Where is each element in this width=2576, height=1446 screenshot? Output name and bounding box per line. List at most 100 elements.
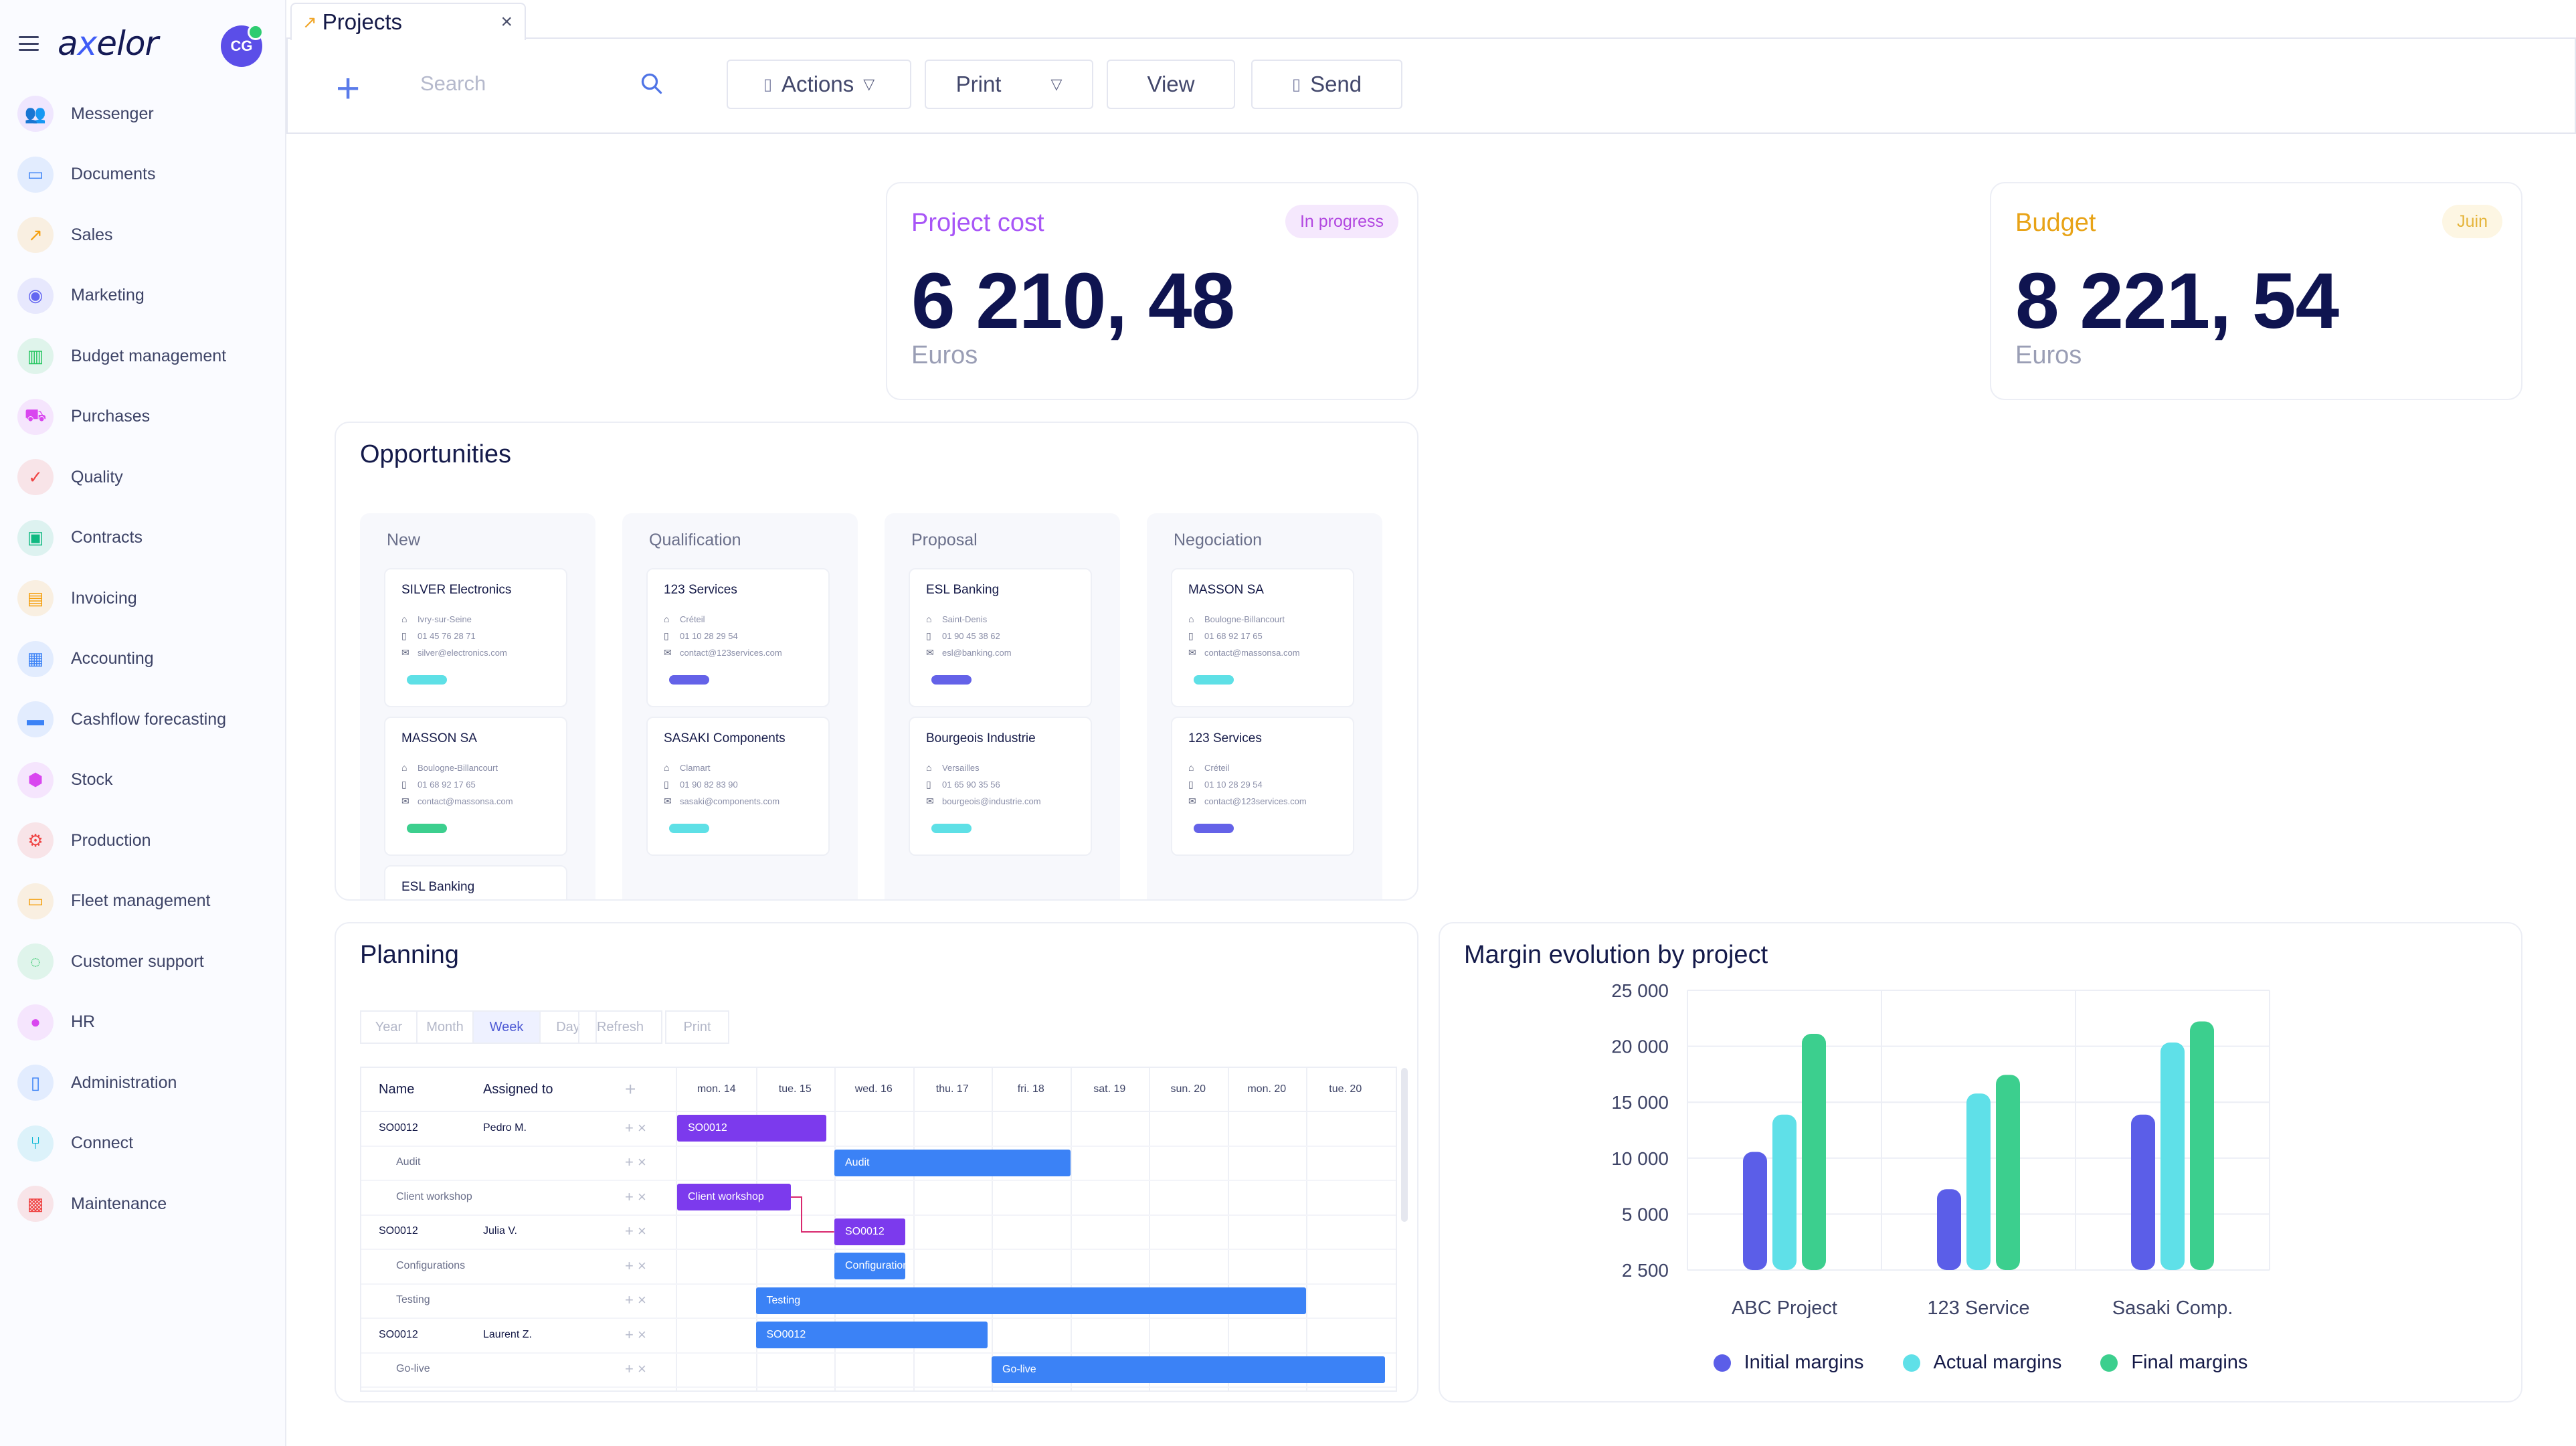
sidebar-item-invoicing[interactable]: ▤ Invoicing: [17, 568, 272, 629]
sidebar-item-quality[interactable]: ✓ Quality: [17, 447, 272, 508]
gantt-bar[interactable]: Testing: [755, 1287, 1306, 1314]
sidebar-item-messenger[interactable]: 👥 Messenger: [17, 84, 272, 145]
remove-icon[interactable]: ×: [637, 1257, 646, 1274]
sidebar-item-hr[interactable]: ● HR: [17, 992, 272, 1053]
search-box[interactable]: Search: [396, 60, 680, 108]
gantt-scrollbar[interactable]: [1401, 1068, 1408, 1222]
gantt-row[interactable]: SO0012 Julia V. + ×: [361, 1214, 677, 1249]
add-icon[interactable]: +: [625, 1257, 638, 1274]
sidebar-item-customer-support[interactable]: ◌ Customer support: [17, 931, 272, 992]
kanban-column-title: Qualification: [649, 531, 741, 549]
search-icon[interactable]: [640, 72, 664, 96]
opportunity-card[interactable]: 123 Services ⌂ Créteil ▯ 01 10 28 29 54 ✉ cont…: [646, 568, 830, 707]
refresh-button[interactable]: Refresh: [578, 1010, 662, 1044]
bar-final-margins[interactable]: [1802, 1034, 1826, 1270]
gantt-bar[interactable]: Client workshop: [677, 1184, 792, 1210]
sidebar-item-purchases[interactable]: ⛟ Purchases: [17, 387, 272, 448]
sidebar-item-budget-management[interactable]: ▥ Budget management: [17, 326, 272, 387]
remove-icon[interactable]: ×: [637, 1188, 646, 1205]
gantt-row[interactable]: Testing + ×: [361, 1283, 677, 1318]
opportunity-card[interactable]: Bourgeois Industrie ⌂ Versailles ▯ 01 65 90 …: [909, 717, 1092, 856]
opportunity-card[interactable]: MASSON SA ⌂ Boulogne-Billancourt ▯ 01 68 92 …: [384, 717, 567, 856]
company-phone: ▯ 01 90 82 83 90: [664, 779, 738, 790]
gantt-row[interactable]: Audit + ×: [361, 1146, 677, 1180]
close-tab-icon[interactable]: ×: [500, 11, 513, 33]
sidebar-item-maintenance[interactable]: ▩ Maintenance: [17, 1174, 272, 1235]
view-button-label: Week: [489, 1019, 524, 1034]
bar-final-margins[interactable]: [2190, 1021, 2214, 1270]
planning-view-buttons: Year Month Week Day: [360, 1010, 597, 1044]
sidebar-item-connect[interactable]: ⑂ Connect: [17, 1113, 272, 1174]
project-cost-title: Project cost: [911, 209, 1044, 237]
opportunity-card[interactable]: MASSON SA ⌂ Boulogne-Billancourt ▯ 01 68 92 …: [1171, 568, 1354, 707]
view-week-button[interactable]: Week: [472, 1010, 541, 1044]
add-icon[interactable]: +: [625, 1223, 638, 1239]
remove-icon[interactable]: ×: [637, 1154, 646, 1170]
planning-print-button[interactable]: Print: [665, 1010, 729, 1044]
remove-icon[interactable]: ×: [637, 1119, 646, 1136]
hamburger-menu-icon[interactable]: [19, 36, 39, 51]
sidebar-item-documents[interactable]: ▭ Documents: [17, 145, 272, 205]
legend-item[interactable]: Final margins: [2100, 1352, 2247, 1374]
gantt-bar[interactable]: SO0012: [755, 1322, 988, 1348]
gantt-bar[interactable]: Configurations: [834, 1253, 905, 1279]
gantt-row[interactable]: Go-live + ×: [361, 1352, 677, 1386]
legend-item[interactable]: Initial margins: [1713, 1352, 1864, 1374]
bar-initial-margins[interactable]: [1937, 1189, 1961, 1270]
sidebar-item-contracts[interactable]: ▣ Contracts: [17, 508, 272, 569]
add-icon[interactable]: +: [625, 1119, 638, 1136]
sidebar-item-cashflow-forecasting[interactable]: ▬ Cashflow forecasting: [17, 689, 272, 750]
sidebar-item-label: Quality: [71, 467, 123, 486]
gantt-row[interactable]: Configurations + ×: [361, 1249, 677, 1283]
gantt-row[interactable]: SO0012 Laurent Z. + ×: [361, 1318, 677, 1352]
opportunity-card[interactable]: SASAKI Components ⌂ Clamart ▯ 01 90 82 83 90…: [646, 717, 830, 856]
opportunity-card[interactable]: ESL Banking: [384, 865, 567, 899]
sidebar-item-accounting[interactable]: ▦ Accounting: [17, 629, 272, 690]
opportunity-card[interactable]: SILVER Electronics ⌂ Ivry-sur-Seine ▯ 01 45 …: [384, 568, 567, 707]
task-name: Configurations: [396, 1259, 466, 1271]
bar-initial-margins[interactable]: [1743, 1152, 1767, 1270]
user-avatar[interactable]: CG: [221, 24, 264, 67]
gantt-bar[interactable]: Go-live: [992, 1356, 1385, 1383]
add-icon[interactable]: +: [625, 1326, 638, 1343]
sidebar-item-administration[interactable]: ▯ Administration: [17, 1053, 272, 1113]
add-icon[interactable]: +: [625, 1360, 638, 1377]
remove-icon[interactable]: ×: [637, 1223, 646, 1239]
view-year-button[interactable]: Year: [360, 1010, 418, 1044]
company-city: ⌂ Créteil: [664, 614, 705, 624]
add-icon[interactable]: +: [625, 1154, 638, 1170]
sidebar-item-production[interactable]: ⚙ Production: [17, 810, 272, 871]
bar-actual-margins[interactable]: [1966, 1093, 1991, 1270]
add-new-button[interactable]: +: [336, 66, 361, 112]
view-month-button[interactable]: Month: [416, 1010, 474, 1044]
add-row-icon[interactable]: +: [625, 1079, 636, 1099]
sidebar-item-fleet-management[interactable]: ▭ Fleet management: [17, 871, 272, 932]
send-button[interactable]: ▯ Send: [1251, 60, 1402, 109]
opportunity-card[interactable]: ESL Banking ⌂ Saint-Denis ▯ 01 90 45 38 62 ✉ e…: [909, 568, 1092, 707]
sidebar-item-stock[interactable]: ⬢ Stock: [17, 750, 272, 811]
remove-icon[interactable]: ×: [637, 1326, 646, 1343]
bar-initial-margins[interactable]: [2131, 1114, 2155, 1270]
view-day-button[interactable]: Day: [539, 1010, 597, 1044]
remove-icon[interactable]: ×: [637, 1291, 646, 1308]
gantt-row[interactable]: SO0012 Pedro M. + ×: [361, 1111, 677, 1145]
print-button[interactable]: Print ▽: [925, 60, 1093, 109]
gantt-bar[interactable]: SO0012: [834, 1218, 905, 1245]
gantt-row[interactable]: Client workshop + ×: [361, 1180, 677, 1214]
search-input[interactable]: Search: [420, 72, 486, 95]
sidebar-item-marketing[interactable]: ◉ Marketing: [17, 266, 272, 327]
sidebar-item-sales[interactable]: ↗ Sales: [17, 205, 272, 266]
actions-button[interactable]: ▯ Actions ▽: [727, 60, 911, 109]
add-icon[interactable]: +: [625, 1188, 638, 1205]
legend-item[interactable]: Actual margins: [1902, 1352, 2061, 1374]
remove-icon[interactable]: ×: [637, 1360, 646, 1377]
tab-projects[interactable]: ↗ Projects ×: [290, 3, 526, 40]
view-button[interactable]: View: [1107, 60, 1235, 109]
opportunity-card[interactable]: 123 Services ⌂ Créteil ▯ 01 10 28 29 54 ✉ cont…: [1171, 717, 1354, 856]
bar-actual-margins[interactable]: [2160, 1043, 2185, 1270]
bar-final-margins[interactable]: [1996, 1075, 2020, 1270]
gantt-bar[interactable]: Audit: [834, 1149, 1071, 1176]
add-icon[interactable]: +: [625, 1291, 638, 1308]
bar-actual-margins[interactable]: [1772, 1114, 1797, 1270]
gantt-bar[interactable]: SO0012: [677, 1115, 827, 1142]
